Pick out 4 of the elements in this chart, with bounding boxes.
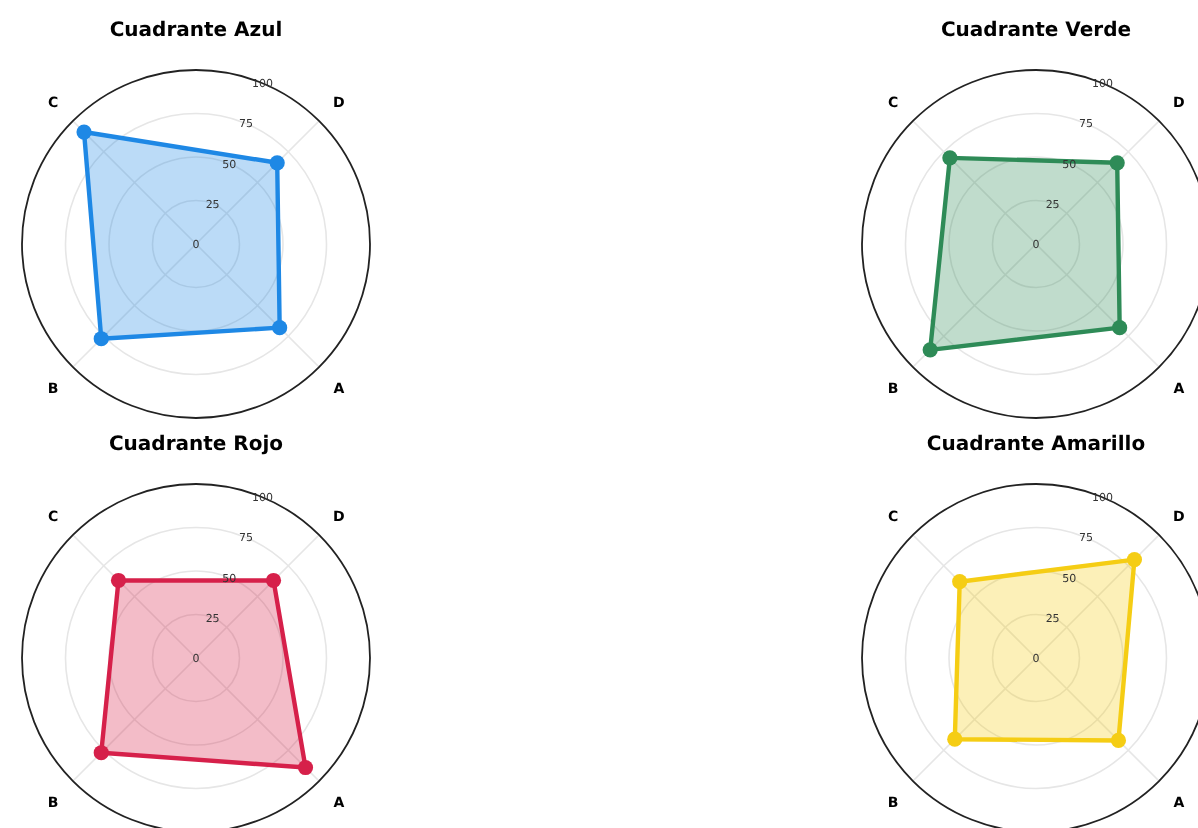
chart-title: Cuadrante Amarillo	[926, 434, 1146, 456]
chart-title: Cuadrante Verde	[940, 20, 1132, 42]
chart-title: Cuadrante Rojo	[108, 434, 284, 456]
chart-title: Cuadrante Azul	[109, 20, 283, 42]
